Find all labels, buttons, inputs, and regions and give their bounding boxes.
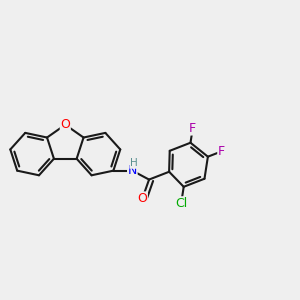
Text: O: O <box>137 192 147 205</box>
Text: H: H <box>130 158 138 168</box>
Text: N: N <box>128 164 137 177</box>
Text: Cl: Cl <box>175 197 187 210</box>
Text: O: O <box>60 118 70 131</box>
Text: F: F <box>218 145 225 158</box>
Text: F: F <box>189 122 196 135</box>
